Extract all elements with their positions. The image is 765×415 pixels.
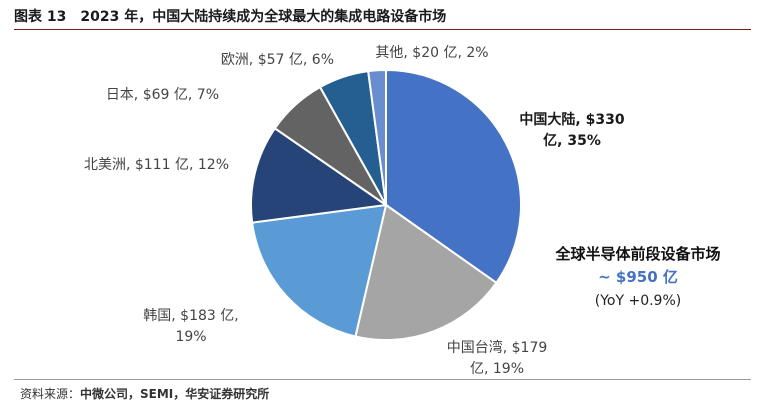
source-text: 中微公司，SEMI，华安证券研究所	[80, 387, 270, 401]
slice-label-1: 中国台湾, $179 亿, 19%	[447, 339, 548, 377]
pie-slice-0	[385, 68, 522, 285]
source-rule	[14, 379, 751, 380]
pie-slice-1	[354, 203, 498, 341]
source-note: 资料来源：中微公司，SEMI，华安证券研究所	[20, 385, 269, 402]
market-annotation: 全球半导体前段设备市场 ~ $950 亿 (YoY +0.9%)	[554, 245, 720, 309]
pie-slice-2	[251, 203, 388, 338]
slice-label-2: 韩国, $183 亿, 19%	[143, 308, 238, 345]
pie-labels: 中国大陆, $330 亿, 35% 中国台湾, $179 亿, 19% 韩国, $183…	[84, 45, 625, 377]
slice-label-4: 日本, $69 亿, 7%	[106, 87, 219, 103]
annotation-title: 全球半导体前段设备市场	[554, 245, 720, 263]
figure-title: 图表 13 2023 年，中国大陆持续成为全球最大的集成电路设备市场	[14, 4, 751, 28]
annotation-yoy: (YoY +0.9%)	[595, 293, 681, 309]
pie-slice-6	[367, 68, 387, 206]
pie-slices	[249, 68, 522, 341]
source-prefix: 资料来源：	[20, 387, 81, 401]
annotation-value: ~ $950 亿	[598, 268, 678, 286]
pie-slice-3	[249, 126, 389, 224]
slice-label-3: 北美洲, $111 亿, 12%	[84, 157, 229, 173]
figure-number: 图表 13	[14, 9, 67, 25]
slice-label-6: 其他, $20 亿, 2%	[375, 45, 488, 61]
figure-title-text: 2023 年，中国大陆持续成为全球最大的集成电路设备市场	[80, 9, 447, 25]
slice-label-0: 中国大陆, $330 亿, 35%	[519, 111, 624, 149]
title-rule	[14, 29, 751, 30]
slice-label-5: 欧洲, $57 亿, 6%	[221, 52, 334, 68]
